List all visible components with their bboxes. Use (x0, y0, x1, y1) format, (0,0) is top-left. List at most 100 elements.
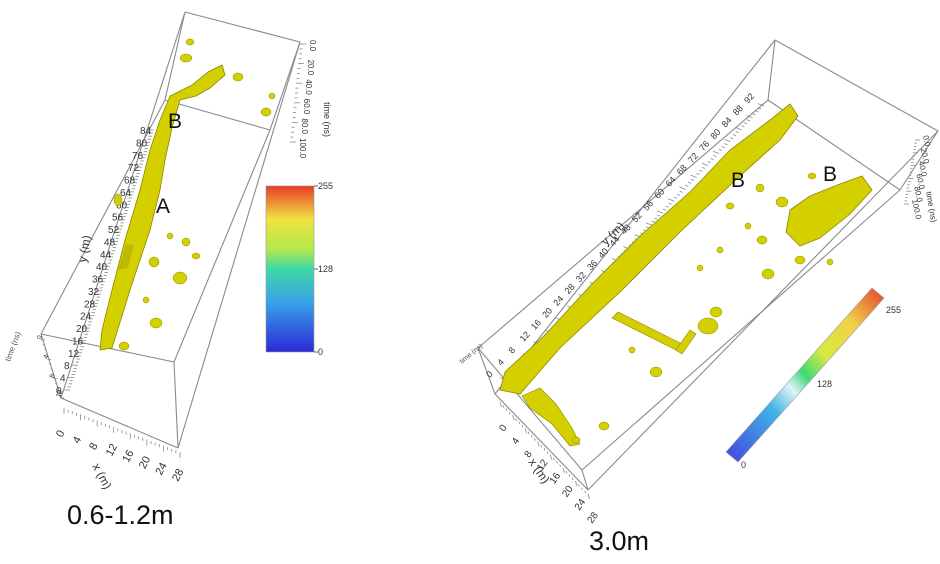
y-right-tick-88: 88 (731, 103, 745, 117)
isosurface-blob-right (744, 222, 752, 230)
y-right-tick-28: 28 (563, 282, 577, 296)
colorbar-right-max: 255 (886, 305, 901, 315)
z-left-front-tick-8: 8 (49, 373, 57, 379)
y-left-tick-72: 72 (128, 163, 140, 174)
y-right-tick-32: 32 (574, 270, 588, 284)
colorbar-right-bar (725, 287, 885, 463)
y-left-tick-52: 52 (108, 225, 120, 236)
colorbar-left-min: 0 (318, 347, 323, 357)
x-axis-label-left: x (m) (89, 461, 114, 492)
y-left-tick-16: 16 (72, 336, 84, 347)
z-right-tick-40.0: 40.0 (917, 160, 929, 178)
isosurface-blob-right (755, 183, 765, 193)
annotation-b2-right: B (823, 163, 837, 186)
x-right-tick-20: 20 (560, 484, 576, 500)
colorbar-right: 255 128 0 (725, 287, 901, 470)
colorbar-left: 255 128 0 (265, 181, 333, 357)
isosurface-blob-right (709, 306, 723, 318)
z-left-tick-20.0: 20.0 (306, 60, 315, 76)
z-right-tick-100.0: 100.0 (910, 199, 923, 221)
z-left-front-tick-4: 4 (43, 354, 51, 360)
plot-left: 0481216202428323640444852566064687276808… (3, 11, 333, 492)
y-right-tick-84: 84 (720, 115, 734, 129)
y-right-tick-16: 16 (529, 318, 543, 332)
caption-left: 0.6-1.2m (67, 500, 174, 530)
z-left-tick-100.0: 100.0 (298, 138, 307, 159)
isosurface-blob-left (232, 72, 244, 82)
x-right-tick-28: 28 (585, 510, 601, 526)
z-left-front-tick-0: 0 (36, 335, 44, 341)
colorbar-left-mid: 128 (318, 264, 333, 274)
y-axis-right: 0481216202428323640444852566064687276808… (484, 91, 765, 381)
z-axis-label-left-front: time (ns) (3, 330, 22, 363)
y-right-tick-24: 24 (551, 294, 565, 308)
z-right-tick-0.0: 0.0 (921, 135, 932, 148)
x-left-tick-24: 24 (153, 461, 169, 477)
z-left-tick-60.0: 60.0 (302, 99, 311, 115)
colorbar-right-mid: 128 (817, 379, 832, 389)
y-left-tick-76: 76 (132, 151, 144, 162)
isosurface-blob-right (725, 202, 735, 210)
isosurface-blob-right (697, 317, 719, 335)
isosurface-blob-right (826, 258, 834, 266)
y-right-tick-0: 0 (484, 369, 495, 379)
y-axis-left: 0481216202428323640444852566064687276808… (56, 126, 154, 397)
y-left-tick-0: 0 (56, 386, 62, 397)
y-right-tick-60: 60 (652, 187, 666, 201)
x-left-tick-12: 12 (104, 442, 120, 458)
y-left-tick-36: 36 (92, 275, 104, 286)
isosurface-wall-right-2 (675, 329, 697, 355)
y-left-tick-12: 12 (68, 349, 80, 360)
x-left-tick-4: 4 (71, 435, 84, 446)
y-right-tick-68: 68 (675, 163, 689, 177)
isosurface-shade-left (118, 244, 134, 270)
y-left-tick-8: 8 (64, 361, 70, 372)
annotation-b-left: B (168, 110, 182, 133)
y-left-tick-24: 24 (80, 312, 92, 323)
y-left-tick-68: 68 (124, 176, 136, 187)
y-right-tick-12: 12 (518, 329, 532, 343)
bounding-box-left (40, 11, 301, 449)
annotation-b1-right: B (731, 169, 745, 192)
y-left-tick-32: 32 (88, 287, 100, 298)
x-right-tick-8: 8 (523, 449, 535, 460)
y-right-tick-4: 4 (495, 357, 506, 367)
isosurface-blob-right (794, 255, 806, 265)
isosurface-rubble-right (521, 387, 581, 447)
isosurface-blob-left (118, 341, 130, 351)
isosurface-wall-right (611, 311, 685, 353)
isosurface-trench-left (99, 64, 226, 351)
isosurface-blob-right (649, 366, 663, 378)
isosurface-blob-left (181, 237, 191, 247)
isosurface-blob-left (191, 252, 201, 260)
x-left-tick-20: 20 (137, 454, 153, 470)
x-axis-left: 048 12 16 20 24 28 (54, 408, 186, 483)
isosurface-right (499, 103, 873, 447)
y-right-tick-92: 92 (742, 91, 756, 105)
y-right-tick-40: 40 (596, 246, 610, 260)
z-axis-label-right: time (ns) (924, 191, 938, 224)
y-right-tick-80: 80 (708, 127, 722, 141)
caption-right: 3.0m (589, 526, 650, 556)
y-right-tick-76: 76 (697, 139, 711, 153)
isosurface-blob-left (172, 271, 188, 285)
y-left-tick-60: 60 (116, 200, 128, 211)
z-right-tick-20.0: 20.0 (919, 147, 931, 165)
y-left-tick-56: 56 (112, 213, 124, 224)
x-left-tick-0: 0 (54, 428, 67, 439)
isosurface-blob-left (149, 317, 163, 329)
y-right-tick-72: 72 (686, 151, 700, 165)
isosurface-cluster-right (785, 175, 873, 247)
colorbar-right-min: 0 (741, 460, 746, 470)
isosurface-blob-right (716, 246, 724, 254)
x-left-tick-28: 28 (170, 467, 186, 483)
x-right-tick-24: 24 (573, 497, 589, 513)
y-left-tick-44: 44 (100, 250, 112, 261)
isosurface-blob-right (761, 268, 775, 280)
z-left-tick-0.0: 0.0 (308, 40, 317, 52)
isosurface-left (99, 38, 276, 351)
y-right-tick-8: 8 (506, 345, 517, 355)
